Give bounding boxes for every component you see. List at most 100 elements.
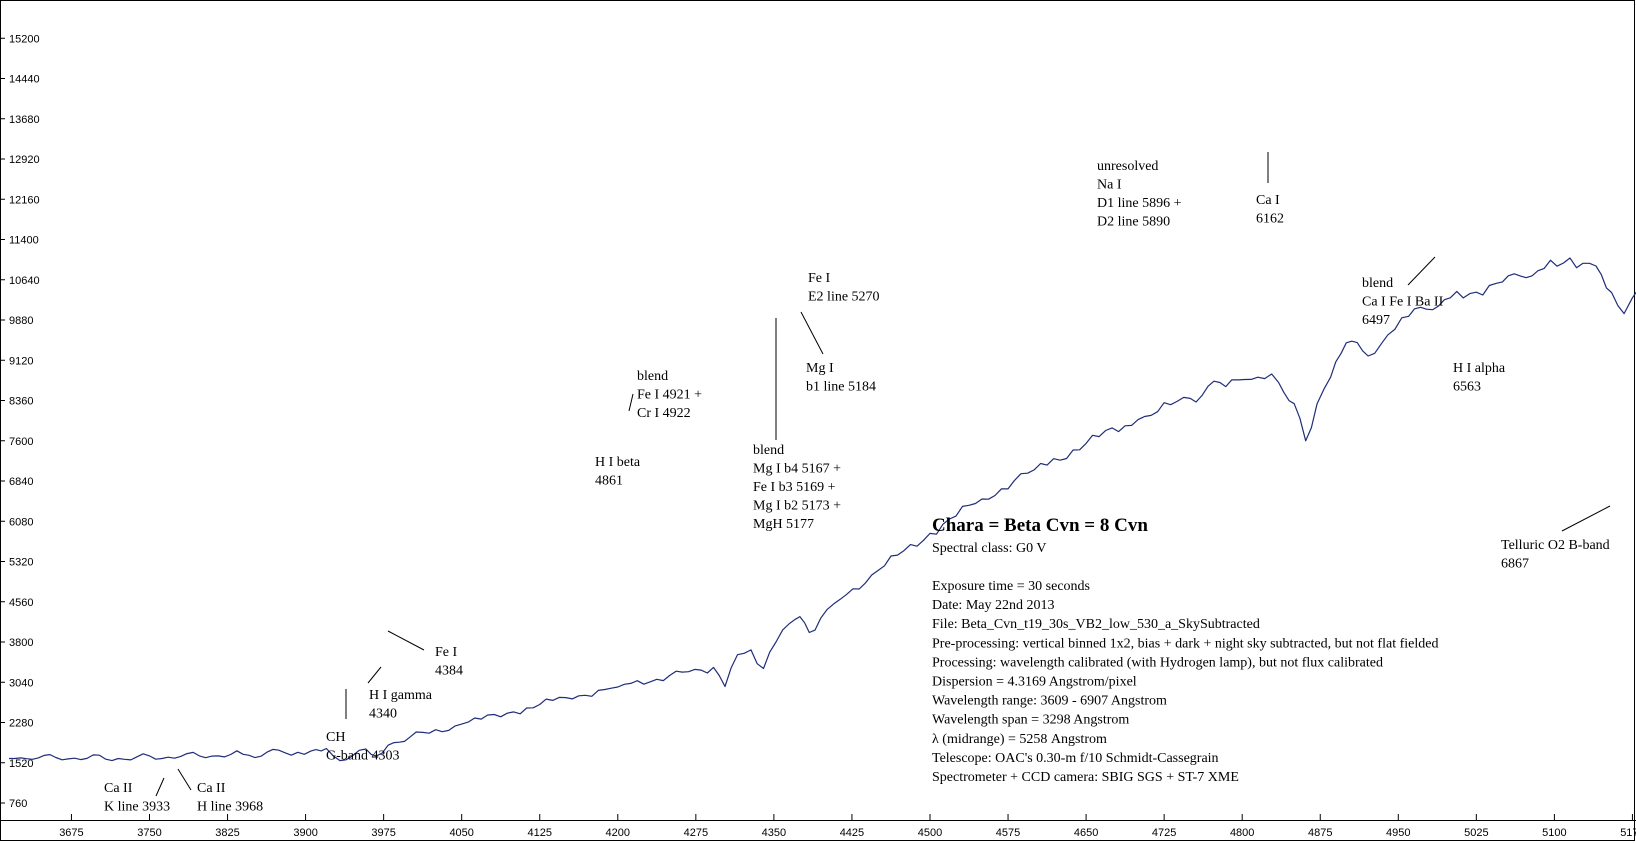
x-tick-label: 4800 bbox=[1230, 827, 1254, 839]
annotation-text: blend bbox=[637, 369, 668, 384]
y-tick-label: 2280 bbox=[9, 718, 33, 730]
info-title: Chara = Beta Cvn = 8 Cvn bbox=[932, 515, 1148, 536]
y-tick-label: 760 bbox=[9, 798, 27, 810]
y-tick-label: 12160 bbox=[9, 194, 40, 206]
annotation-text: b1 line 5184 bbox=[806, 380, 876, 395]
info-line: Date: May 22nd 2013 bbox=[932, 598, 1054, 613]
annotation-text: G-band 4303 bbox=[326, 749, 400, 764]
x-tick-label: 4350 bbox=[762, 827, 786, 839]
x-tick-label: 3675 bbox=[59, 827, 83, 839]
annotation-text: blend bbox=[753, 443, 784, 458]
info-line: Telescope: OAC's 0.30-m f/10 Schmidt-Cas… bbox=[932, 751, 1219, 766]
annotation-text: Na I bbox=[1097, 178, 1122, 193]
annotation-text: 4861 bbox=[595, 474, 623, 489]
annotation-text: 4340 bbox=[369, 707, 397, 722]
annotation: Ca II K line 3933 bbox=[104, 777, 170, 815]
y-tick-label: 11400 bbox=[9, 235, 39, 247]
y-tick-label: 9120 bbox=[9, 355, 33, 367]
annotation-text: H I gamma bbox=[369, 688, 433, 703]
y-tick-label: 6840 bbox=[9, 476, 33, 488]
annotation-text: Ca II bbox=[104, 781, 133, 796]
annotation: blend Ca I Fe I Ba II 6497 bbox=[1362, 256, 1444, 328]
annotation: H I gamma 4340 bbox=[367, 666, 433, 722]
x-tick-label: 4275 bbox=[684, 827, 708, 839]
annotation-leader bbox=[367, 666, 382, 684]
annotation-leader bbox=[1407, 256, 1436, 286]
x-tick-label: 4200 bbox=[606, 827, 630, 839]
annotation-text: Cr I 4922 bbox=[637, 406, 691, 421]
y-axis: 760 1520 2280 3040 3800 4560 5320 6080 6840 7600 8… bbox=[0, 33, 40, 810]
info-line: Dispersion = 4.3169 Angstrom/pixel bbox=[932, 675, 1137, 690]
annotation-text: Telluric O2 B-band bbox=[1501, 538, 1610, 553]
annotation-leader bbox=[387, 630, 425, 651]
line-annotations: Ca II K line 3933 Ca II H line 3968 CH G-band… bbox=[104, 152, 1611, 815]
annotation-text: H I alpha bbox=[1453, 361, 1506, 376]
annotation: Ca II H line 3968 bbox=[177, 768, 263, 815]
annotation-text: H I beta bbox=[595, 455, 641, 470]
info-line: File: Beta_Cvn_t19_30s_VB2_low_530_a_Sky… bbox=[932, 617, 1260, 632]
spectrum-line bbox=[9, 257, 1636, 762]
y-tick-label: 6080 bbox=[9, 516, 33, 528]
info-line: Exposure time = 30 seconds bbox=[932, 579, 1090, 594]
y-tick-label: 3040 bbox=[9, 677, 33, 689]
annotation-text: D2 line 5890 bbox=[1097, 215, 1170, 230]
annotation-text: Mg I bbox=[806, 361, 834, 376]
annotation-text: MgH 5177 bbox=[753, 517, 814, 532]
annotation-text: Ca II bbox=[197, 781, 226, 796]
info-line: Processing: wavelength calibrated (with … bbox=[932, 655, 1383, 670]
info-line: λ (midrange) = 5258 Angstrom bbox=[932, 732, 1107, 747]
y-tick-label: 14440 bbox=[9, 74, 40, 86]
annotation-text: Fe I bbox=[808, 271, 831, 286]
annotation-text: Mg I b2 5173 + bbox=[753, 499, 841, 514]
annotation: CH G-band 4303 bbox=[326, 689, 400, 764]
annotation-leader bbox=[628, 393, 634, 412]
annotation: Ca I 6162 bbox=[1256, 152, 1284, 227]
y-tick-label: 12920 bbox=[9, 154, 40, 166]
annotation: unresolved Na I D1 line 5896 + D2 line 5890 bbox=[1097, 159, 1182, 230]
annotation-text: CH bbox=[326, 730, 345, 745]
y-tick-label: 3800 bbox=[9, 637, 33, 649]
y-tick-label: 9880 bbox=[9, 315, 33, 327]
annotation-text: Fe I 4921 + bbox=[637, 388, 702, 403]
annotation-leader bbox=[177, 768, 192, 791]
y-tick-label: 8360 bbox=[9, 396, 33, 408]
x-tick-label: 4500 bbox=[918, 827, 942, 839]
info-block: Chara = Beta Cvn = 8 Cvn Spectral class:… bbox=[932, 515, 1438, 785]
annotation-leader bbox=[800, 311, 824, 355]
annotation-text: Ca I Fe I Ba II bbox=[1362, 295, 1444, 310]
x-tick-label: 4125 bbox=[527, 827, 551, 839]
y-tick-label: 1520 bbox=[9, 758, 33, 770]
info-line: Wavelength range: 3609 - 6907 Angstrom bbox=[932, 694, 1167, 709]
annotation: blend Mg I b4 5167 + Fe I b3 5169 + Mg I b2… bbox=[753, 318, 841, 532]
x-tick-label: 5175 bbox=[1620, 827, 1636, 839]
x-axis: 3675 3750 3825 3900 3975 4050 4125 4200 4275 4350… bbox=[59, 814, 1636, 839]
x-tick-label: 3825 bbox=[215, 827, 239, 839]
annotation-text: blend bbox=[1362, 276, 1393, 291]
annotation-text: 6867 bbox=[1501, 557, 1529, 572]
y-tick-label: 10640 bbox=[9, 275, 40, 287]
y-tick-label: 4560 bbox=[9, 597, 33, 609]
annotation-leader bbox=[155, 777, 165, 797]
annotation: Fe I E2 line 5270 bbox=[808, 271, 880, 305]
annotation-text: Mg I b4 5167 + bbox=[753, 462, 841, 477]
x-tick-label: 3750 bbox=[137, 827, 161, 839]
annotation-text: unresolved bbox=[1097, 159, 1158, 174]
x-tick-label: 3900 bbox=[293, 827, 317, 839]
x-tick-label: 4650 bbox=[1074, 827, 1098, 839]
annotation-text: D1 line 5896 + bbox=[1097, 196, 1182, 211]
annotation-text: Fe I b3 5169 + bbox=[753, 480, 836, 495]
info-line: Pre-processing: vertical binned 1x2, bia… bbox=[932, 636, 1438, 651]
info-line: Wavelength span = 3298 Angstrom bbox=[932, 713, 1129, 728]
x-tick-label: 4425 bbox=[840, 827, 864, 839]
annotation-text: K line 3933 bbox=[104, 800, 170, 815]
y-tick-label: 15200 bbox=[9, 33, 40, 45]
info-spectral-class: Spectral class: G0 V bbox=[932, 541, 1046, 556]
annotation-text: E2 line 5270 bbox=[808, 290, 880, 305]
annotation: Telluric O2 B-band 6867 bbox=[1501, 505, 1611, 572]
annotation-text: 6563 bbox=[1453, 380, 1481, 395]
y-tick-label: 7600 bbox=[9, 436, 33, 448]
x-tick-label: 4950 bbox=[1386, 827, 1410, 839]
y-tick-label: 13680 bbox=[9, 114, 40, 126]
x-tick-label: 4875 bbox=[1308, 827, 1332, 839]
